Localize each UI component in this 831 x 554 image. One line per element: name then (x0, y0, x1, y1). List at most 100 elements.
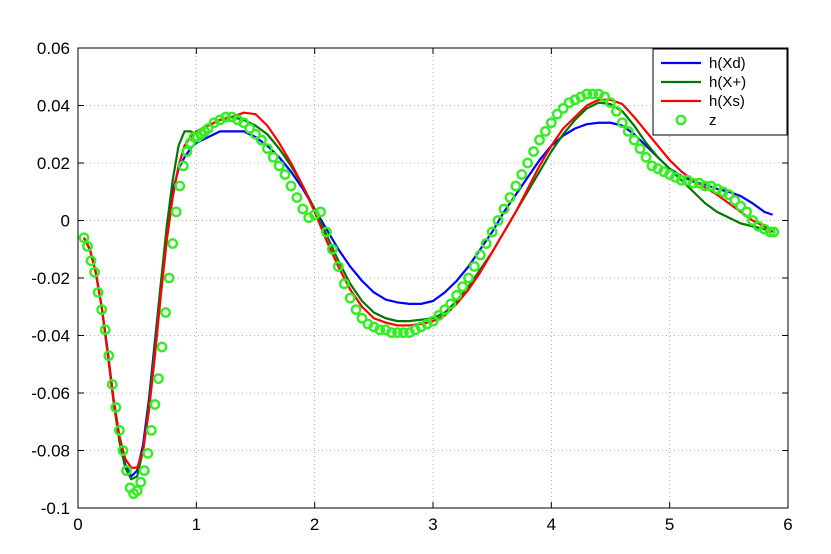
legend-marker-swatch (675, 114, 687, 126)
data-point (392, 327, 403, 339)
data-point (244, 123, 255, 134)
data-point (96, 304, 108, 316)
data-point (131, 485, 143, 497)
data-point (451, 289, 463, 301)
data-point (616, 117, 628, 129)
data-point (540, 125, 551, 137)
data-point (177, 160, 189, 172)
data-point (321, 226, 332, 238)
y-tick-label: 0.04 (37, 97, 70, 116)
data-point (135, 476, 147, 488)
data-point (99, 324, 111, 336)
data-point (498, 203, 510, 215)
data-point (106, 378, 118, 390)
data-point (297, 203, 309, 215)
data-point (605, 97, 616, 109)
legend-label: z (709, 112, 717, 129)
data-point (764, 226, 776, 238)
legend: h(Xd) h(X+) h(Xs) z (652, 48, 788, 136)
data-point (699, 180, 711, 192)
legend-item: h(X+) (661, 74, 746, 91)
x-tick-label: 4 (547, 515, 556, 534)
data-point (439, 304, 451, 316)
x-tick-label: 3 (428, 515, 437, 534)
data-point (220, 111, 232, 123)
legend-item: z (675, 112, 717, 129)
data-point (735, 200, 747, 212)
data-point (92, 286, 104, 298)
data-point (374, 324, 386, 336)
data-point (634, 143, 646, 155)
y-tick-label: 0 (61, 212, 70, 231)
series-h(Xs) (82, 98, 774, 469)
data-point (768, 226, 780, 238)
data-point (181, 146, 193, 157)
data-point (285, 180, 297, 192)
data-point (741, 206, 752, 218)
data-point (114, 424, 125, 436)
data-point (202, 123, 214, 134)
data-point (149, 399, 161, 410)
data-point (723, 189, 735, 201)
data-point (445, 298, 457, 310)
data-point (622, 125, 634, 137)
x-tick-label: 0 (73, 515, 82, 534)
series-layer (78, 88, 780, 500)
data-point (433, 309, 445, 321)
data-point (640, 151, 652, 163)
data-point (332, 261, 344, 272)
data-point (350, 304, 362, 316)
y-tick-label: -0.08 (31, 442, 70, 461)
data-point (291, 192, 303, 203)
data-point (327, 243, 338, 255)
data-point (457, 281, 468, 293)
data-point (729, 194, 741, 206)
data-point (117, 445, 129, 456)
data-point (167, 238, 179, 249)
data-point (121, 465, 132, 477)
legend-item: h(Xs) (661, 93, 745, 110)
data-point (138, 465, 150, 477)
data-point (510, 180, 522, 192)
data-point (545, 117, 557, 129)
data-point (504, 192, 516, 203)
legend-label: h(X+) (709, 74, 746, 91)
data-point (344, 292, 356, 304)
data-point (581, 88, 593, 100)
series-z (78, 88, 780, 500)
data-point (85, 255, 97, 267)
x-tick-label: 6 (783, 515, 792, 534)
tick-layer: 0 1 2 3 4 5 6 -0.1 -0.08 -0.06 -0.04 -0.02 0 0.02 0.04… (31, 39, 792, 534)
legend-label: h(Xs) (709, 93, 745, 110)
data-point (516, 169, 528, 180)
x-tick-label: 5 (665, 515, 674, 534)
data-point (628, 134, 640, 146)
data-point (486, 226, 498, 238)
data-point (89, 266, 100, 278)
data-point (142, 447, 154, 459)
data-point (398, 327, 409, 339)
data-point (160, 307, 171, 318)
data-point (687, 177, 699, 189)
y-tick-label: -0.06 (31, 384, 70, 403)
data-point (676, 174, 687, 186)
data-point (492, 215, 504, 226)
y-tick-label: -0.1 (41, 499, 70, 518)
data-point (261, 143, 273, 155)
y-tick-label: -0.04 (31, 327, 70, 346)
data-point (110, 401, 122, 413)
data-point (103, 350, 115, 362)
data-point (747, 215, 758, 226)
data-point (386, 327, 397, 339)
data-point (522, 157, 534, 169)
y-tick-label: 0.06 (37, 39, 70, 58)
data-point (534, 134, 545, 146)
data-point (469, 261, 480, 272)
data-point (315, 206, 326, 218)
data-point (557, 102, 569, 114)
y-tick-label: -0.02 (31, 269, 70, 288)
data-point (153, 373, 164, 385)
data-point (156, 341, 168, 353)
